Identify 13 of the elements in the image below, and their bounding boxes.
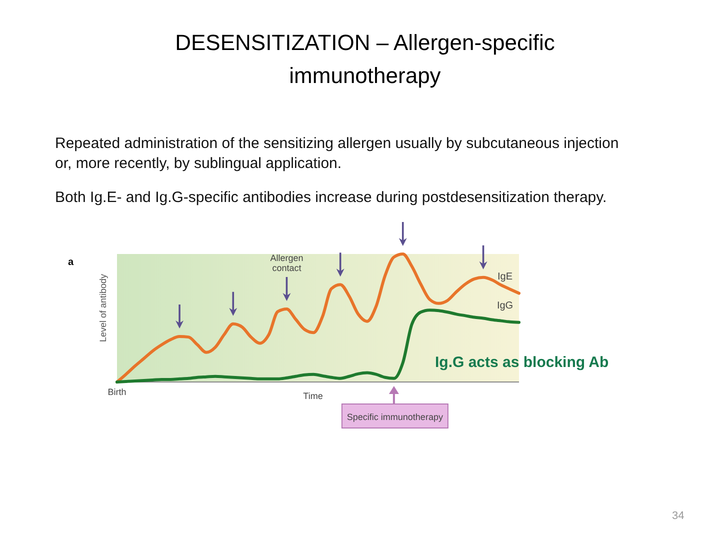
text: a xyxy=(68,257,74,268)
text: Specific immunotherapy xyxy=(346,412,444,422)
y-axis-title: Level of antibody xyxy=(98,273,108,342)
annotation: Ig.G acts as blocking Ab xyxy=(435,354,609,371)
series-label: IgE xyxy=(497,271,513,282)
text: Both Ig.E- and Ig.G-specific antibodies increase during postdesensitization therapy. xyxy=(55,189,607,206)
text: 34 xyxy=(672,510,684,522)
x-axis-title: Time xyxy=(303,391,323,401)
chart-title: DESENSITIZATION – Allergen-specific immunotherapy xyxy=(175,30,555,88)
series-label: IgG xyxy=(496,300,514,312)
chart-subtitle: Repeated administration of the sensitizing allergen usually by subcutaneous injection or, more recently, by sublingual application. xyxy=(55,135,619,172)
text: Birth xyxy=(108,387,126,397)
annotation: Allergen contact xyxy=(270,253,304,274)
